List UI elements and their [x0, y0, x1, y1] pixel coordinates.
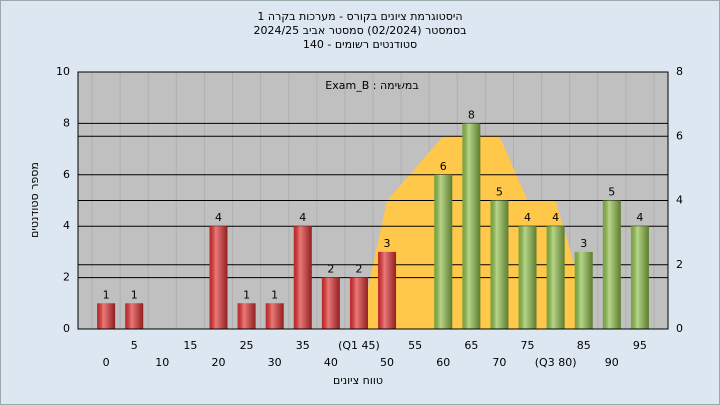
y-axis-label: מספר סטודנטים: [28, 162, 41, 238]
y-tick-label: 10: [56, 65, 70, 78]
data-label: 5: [496, 186, 503, 199]
x-tick-label: 60: [436, 356, 450, 369]
data-label: 1: [131, 288, 138, 301]
bar-shade: [546, 226, 565, 329]
bar-shade: [125, 303, 144, 329]
x-tick-label: 50: [380, 356, 394, 369]
x-axis-label: טווח ציונים: [333, 374, 383, 387]
annotation: במשימה : Exam_B: [325, 79, 418, 92]
bar-shade: [293, 226, 312, 329]
x-tick-label: 35: [296, 339, 310, 352]
y-tick-label: 2: [63, 271, 70, 284]
y-tick-label: 6: [63, 168, 70, 181]
bar-shade: [630, 226, 649, 329]
data-label: 4: [299, 211, 306, 224]
data-label: 3: [580, 237, 587, 250]
x-tick-label: 5: [131, 339, 138, 352]
data-label: 2: [355, 263, 362, 276]
bar-shade: [434, 174, 453, 329]
data-label: 4: [524, 211, 531, 224]
x-tick-label: 0: [103, 356, 110, 369]
bar-shade: [518, 226, 537, 329]
bar-shade: [349, 277, 368, 329]
x-tick-label: 15: [183, 339, 197, 352]
x-tick-label: 40: [324, 356, 338, 369]
data-label: 1: [103, 288, 110, 301]
y2-tick-label: 4: [676, 194, 683, 207]
chart-subtitle: בסמסטר (02/2024) סמסטר אביב 2024/25: [253, 24, 466, 37]
y-tick-label: 0: [63, 322, 70, 335]
bar-shade: [321, 277, 340, 329]
y2-tick-label: 6: [676, 129, 683, 142]
data-label: 2: [327, 263, 334, 276]
x-tick-label: 95: [633, 339, 647, 352]
chart-subtitle: סטודנטים רשומים - 140: [303, 38, 417, 51]
x-tick-label: 25: [240, 339, 254, 352]
x-tick-label: 70: [492, 356, 506, 369]
bar-shade: [97, 303, 116, 329]
x-tick-label: 65: [464, 339, 478, 352]
y2-tick-label: 8: [676, 65, 683, 78]
bar-shade: [602, 200, 621, 329]
data-label: 1: [243, 288, 250, 301]
bar-shade: [378, 251, 397, 329]
bar-shade: [237, 303, 256, 329]
y-tick-label: 4: [63, 219, 70, 232]
x-tick-label: 85: [577, 339, 591, 352]
x-tick-label: 75: [521, 339, 535, 352]
x-tick-label: 30: [268, 356, 282, 369]
x-tick-label: 10: [155, 356, 169, 369]
x-tick-label: (Q3 80): [535, 356, 577, 369]
data-label: 1: [271, 288, 278, 301]
x-tick-label: (Q1 45): [338, 339, 380, 352]
data-label: 4: [636, 211, 643, 224]
y-tick-label: 8: [63, 116, 70, 129]
y2-tick-label: 0: [676, 322, 683, 335]
data-label: 8: [468, 108, 475, 121]
bar-shade: [462, 123, 481, 330]
data-label: 6: [440, 160, 447, 173]
data-label: 4: [552, 211, 559, 224]
x-tick-label: 90: [605, 356, 619, 369]
bar-shade: [209, 226, 228, 329]
chart-title: היסטוגרמת ציונים בקורס - מערכות בקרה 1: [257, 10, 462, 23]
bar-shade: [265, 303, 284, 329]
data-label: 4: [215, 211, 222, 224]
bar-shade: [574, 251, 593, 329]
plot-border: [77, 71, 669, 330]
data-label: 3: [384, 237, 391, 250]
x-tick-label: 55: [408, 339, 422, 352]
x-tick-label: 20: [211, 356, 225, 369]
data-label: 5: [608, 186, 615, 199]
y2-tick-label: 2: [676, 258, 683, 271]
bar-shade: [490, 200, 509, 329]
